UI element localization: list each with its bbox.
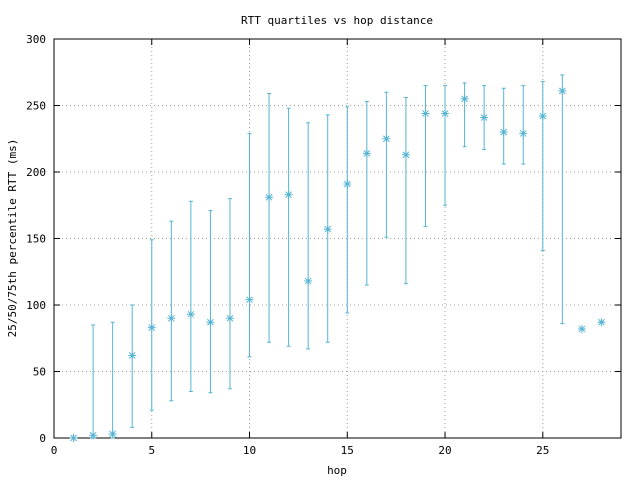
y-tick-label: 250 [26, 100, 46, 113]
median-point [343, 179, 352, 188]
median-point [323, 225, 332, 234]
error-bars [71, 74, 604, 439]
axis-ticks [53, 38, 621, 439]
median-point [265, 193, 274, 202]
x-tick-label: 20 [438, 444, 451, 457]
error-bar [169, 220, 174, 402]
error-bar [560, 74, 565, 325]
y-tick-label: 0 [39, 432, 46, 445]
median-point [421, 109, 430, 118]
x-tick-label: 10 [243, 444, 256, 457]
median-point [577, 324, 586, 333]
median-point [362, 149, 371, 158]
error-bar [306, 122, 311, 350]
error-bar [227, 198, 232, 390]
x-axis-title: hop [327, 464, 347, 477]
error-bar [110, 321, 115, 439]
error-bar [130, 304, 135, 428]
y-tick-label: 50 [33, 366, 46, 379]
median-point [304, 277, 313, 286]
error-bar [443, 85, 448, 206]
error-bar [423, 85, 428, 228]
median-point [167, 314, 176, 323]
error-bar [247, 132, 252, 358]
median-point [499, 128, 508, 137]
x-tick-label: 15 [341, 444, 354, 457]
x-tick-label: 0 [51, 444, 58, 457]
error-bar [521, 85, 526, 165]
median-point [519, 129, 528, 138]
median-point [460, 94, 469, 103]
x-tick-labels: 0 5 10 15 20 25 [51, 444, 550, 457]
chart-title: RTT quartiles vs hop distance [241, 14, 433, 27]
grid-lines [54, 39, 621, 438]
y-tick-label: 100 [26, 299, 46, 312]
y-tick-labels: 0 50 100 150 200 250 300 [26, 33, 46, 445]
median-point [558, 86, 567, 95]
median-point [245, 295, 254, 304]
median-point [597, 318, 606, 327]
error-bar [540, 81, 545, 251]
median-point [284, 190, 293, 199]
median-point [401, 150, 410, 159]
error-bar [286, 107, 291, 347]
error-bar [501, 87, 506, 165]
error-bar [188, 200, 193, 392]
median-point [186, 310, 195, 319]
y-tick-label: 300 [26, 33, 46, 46]
x-tick-label: 5 [148, 444, 155, 457]
y-tick-label: 150 [26, 233, 46, 246]
y-tick-label: 200 [26, 166, 46, 179]
plot-frame [53, 38, 622, 439]
median-point [128, 351, 137, 360]
error-bar [364, 101, 369, 286]
median-point [382, 134, 391, 143]
error-bar [384, 91, 389, 238]
median-point [108, 430, 117, 439]
median-point [69, 434, 78, 442]
median-points [69, 86, 606, 442]
median-point [147, 323, 156, 332]
median-point [441, 109, 450, 118]
median-point [480, 113, 489, 122]
error-bar [91, 324, 96, 439]
error-bar [267, 93, 272, 343]
x-tick-label: 25 [536, 444, 549, 457]
error-bar [345, 106, 350, 314]
median-point [225, 314, 234, 323]
error-bar [403, 97, 408, 285]
median-point [538, 112, 547, 121]
median-point [89, 431, 98, 440]
median-point [206, 318, 215, 327]
error-bar [462, 82, 467, 148]
error-bar [208, 210, 213, 394]
y-axis-title: 25/50/75th percentile RTT (ms) [6, 139, 19, 338]
